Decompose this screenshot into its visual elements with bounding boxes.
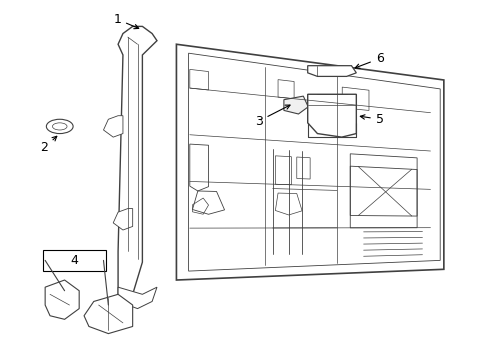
Polygon shape: [176, 44, 443, 280]
Text: 1: 1: [113, 13, 139, 29]
Text: 4: 4: [70, 254, 78, 267]
Polygon shape: [307, 66, 356, 76]
Text: 5: 5: [360, 113, 383, 126]
Polygon shape: [307, 94, 356, 137]
FancyBboxPatch shape: [42, 249, 106, 271]
Polygon shape: [103, 116, 122, 137]
Text: 2: 2: [40, 136, 57, 154]
Polygon shape: [118, 287, 157, 309]
Ellipse shape: [52, 123, 67, 130]
Ellipse shape: [46, 119, 73, 134]
Text: 3: 3: [254, 105, 289, 128]
Polygon shape: [284, 96, 307, 114]
Polygon shape: [113, 208, 132, 230]
Polygon shape: [84, 294, 132, 334]
Text: 6: 6: [354, 52, 383, 68]
Polygon shape: [45, 280, 79, 319]
Polygon shape: [118, 26, 157, 294]
